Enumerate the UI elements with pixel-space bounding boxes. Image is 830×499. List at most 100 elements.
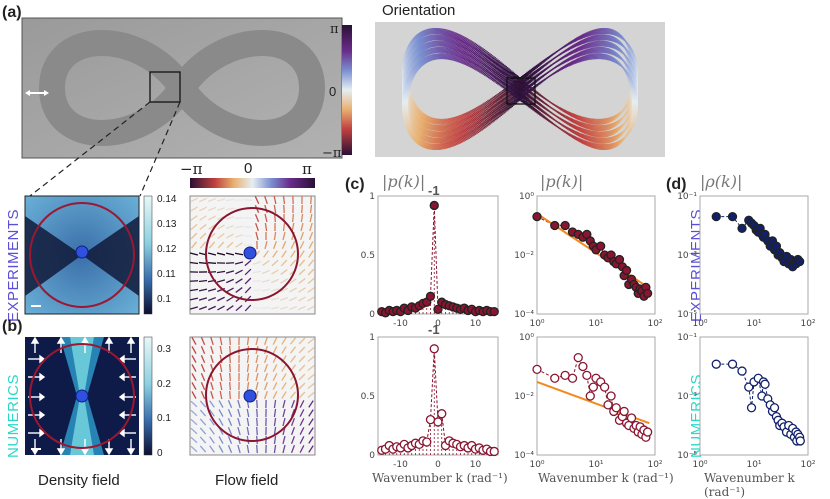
experiments-row-label: EXPERIMENTS [5,209,22,322]
flow-arrow [262,308,270,309]
data-point [579,363,587,371]
x-tick-label: 10² [800,460,815,470]
flow-colorbar [190,178,315,190]
flow-bar-left-label: −π [180,160,202,178]
colorbar-tick-label: 0.11 [157,269,176,280]
data-point [490,447,498,455]
orientation-arrow [525,99,531,100]
flow-arrow [257,409,258,417]
flow-arrow [226,263,234,264]
x-tick-label: 10 [470,319,482,329]
y-tick-label: 10⁻² [514,251,534,261]
orientation-arrow [444,125,445,131]
orientation-arrow [440,144,441,150]
colorbar-tick-label: 0.14 [157,194,176,205]
colorbar-tick-label: 0.2 [157,379,171,390]
data-point [561,222,569,230]
colorbar-tick-label: 0.1 [157,413,171,424]
colorbar-tick-label: 0.3 [157,344,171,355]
header-d: |ρ(k)| [700,172,742,191]
orientation-arrow [522,90,528,91]
y-tick-label: 0.5 [361,251,375,261]
orientation-arrow [446,119,447,125]
y-tick-label: 10⁻¹ [677,192,697,202]
flow-arrow [230,373,231,381]
data-point [644,428,652,436]
flow-arrow [284,205,285,213]
data-point [607,392,615,400]
orientation-arrow [527,76,533,77]
y-tick-label: 1 [369,333,375,343]
x-tick-label: -10 [393,319,408,329]
orientation-arrow [596,47,597,53]
flow-arrow [230,337,231,345]
chart-frame [537,337,655,455]
flow-arrow [302,205,303,213]
orientation-arrow [506,71,512,72]
orientation-arrow [632,106,638,107]
orientation-arrow [632,97,638,98]
y-tick-label: 10⁻⁵ [677,451,697,461]
x-tick-label: 10² [647,460,662,470]
flow-field-numerics [190,337,315,455]
y-tick-label: 10⁻² [514,392,534,402]
flow-field-label: Flow field [215,472,278,489]
flow-arrow [235,218,243,219]
data-point [601,383,609,391]
data-point [583,371,591,379]
data-point [623,266,631,274]
orientation-arrow [594,53,595,59]
flow-arrow [257,445,258,453]
flow-arrow [253,281,261,282]
x-tick-label: 10¹ [746,460,761,470]
data-point [589,383,597,391]
header-c2: |p(k)| [540,172,583,191]
data-point [644,289,652,297]
data-point [604,401,612,409]
data-point [427,416,435,424]
density-field-experiment [25,196,139,314]
flow-arrow [244,245,252,246]
y-tick-label: 1 [369,192,375,202]
y-tick-label: 10⁻⁴ [514,310,534,320]
x-tick-label: 0 [435,460,441,470]
orientation-arrow [595,125,596,131]
data-point [569,374,577,382]
data-point [427,292,435,300]
orientation-top-label: π [330,22,339,37]
x-tick-label: 10⁰ [692,460,707,470]
orientation-arrow [508,72,514,73]
data-point [597,242,605,250]
orientation-field-map [375,22,665,157]
y-tick-label: 10⁻¹ [677,333,697,343]
data-point [729,213,737,221]
orientation-bottom-label: −π [322,146,341,161]
data-point [612,404,620,412]
x-tick-label: -10 [393,460,408,470]
flow-arrow [230,391,231,399]
orientation-arrow [515,96,521,97]
orientation-colorbar [342,25,358,157]
data-point [438,410,446,418]
data-point [434,418,442,426]
flow-arrow [257,418,258,426]
density-field-numerics [25,337,139,455]
orientation-arrow [526,72,532,73]
colorbar-tick-label: 0.13 [157,219,176,230]
density-field-label: Density field [38,472,120,489]
data-point [738,367,746,375]
data-point [533,365,541,373]
data-point [796,437,804,445]
x-tick-label: 10¹ [588,460,603,470]
flow-arrow [230,364,231,372]
orientation-arrow [445,53,446,59]
panel-c-label: (c) [345,176,365,194]
flow-arrow [284,223,285,231]
x-tick-label: 10² [647,319,662,329]
data-point [551,222,559,230]
orientation-arrow [528,71,534,72]
